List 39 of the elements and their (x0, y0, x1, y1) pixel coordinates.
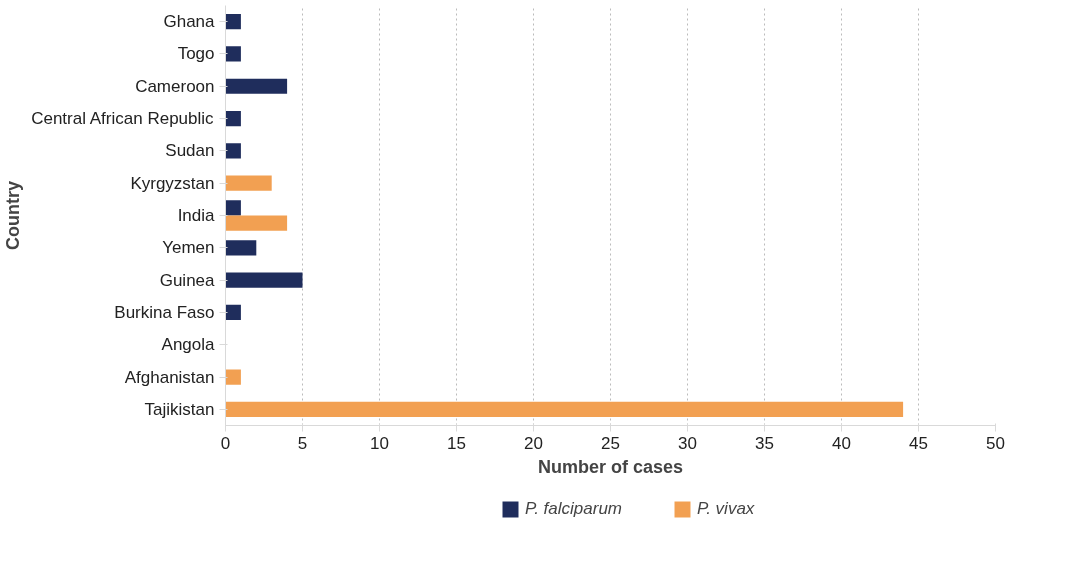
x-tick-label: 15 (447, 433, 466, 453)
y-tick-label: Cameroon (135, 76, 215, 96)
bar (225, 304, 241, 321)
legend-label: P. falciparum (525, 499, 623, 519)
bar (225, 78, 288, 94)
bar (225, 369, 241, 385)
y-tick-label: Tajikistan (144, 399, 215, 419)
y-tick-label: Yemen (162, 238, 215, 258)
y-tick-label: Togo (177, 44, 215, 64)
y-tick-label: Guinea (159, 270, 216, 290)
x-axis-title: Number of cases (537, 456, 684, 477)
x-tick-label: 20 (524, 433, 543, 453)
y-tick-label: Afghanistan (124, 367, 215, 387)
bar (225, 240, 257, 256)
y-tick-label: Sudan (165, 141, 215, 161)
x-tick-label: 0 (220, 433, 231, 453)
bar (225, 14, 241, 30)
x-tick-label: 5 (297, 433, 308, 453)
y-tick-label: Burkina Faso (114, 302, 215, 322)
x-tick-label: 40 (832, 433, 851, 453)
y-tick-label: Angola (161, 335, 216, 355)
bar (225, 401, 904, 417)
bar (225, 110, 241, 127)
x-tick-label: 35 (755, 433, 774, 453)
y-tick-label: Central African Republic (31, 109, 215, 129)
x-tick-label: 30 (678, 433, 697, 453)
x-tick-label: 50 (986, 433, 1005, 453)
y-axis-title: Country (3, 181, 24, 250)
y-tick-label: Kyrgyzstan (130, 173, 215, 193)
bar (225, 46, 241, 62)
x-tick-label: 25 (601, 433, 620, 453)
y-tick-label: India (177, 206, 216, 225)
bar (225, 175, 272, 191)
x-tick-label: 45 (909, 433, 928, 453)
x-tick-label: 10 (370, 433, 389, 453)
y-tick-label: Ghana (163, 12, 216, 32)
bar (225, 143, 241, 159)
bar (225, 272, 303, 288)
legend-label: P. vivax (697, 499, 755, 519)
